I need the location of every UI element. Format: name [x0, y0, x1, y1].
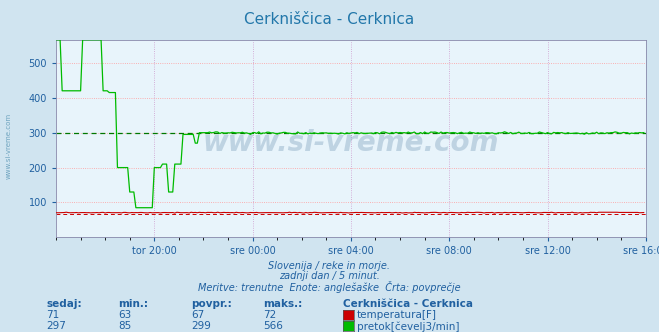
Text: 566: 566: [264, 321, 283, 331]
Text: 67: 67: [191, 310, 204, 320]
Text: min.:: min.:: [119, 299, 149, 309]
Text: sedaj:: sedaj:: [46, 299, 82, 309]
Text: www.si-vreme.com: www.si-vreme.com: [5, 113, 11, 179]
Text: 71: 71: [46, 310, 59, 320]
Text: Meritve: trenutne  Enote: anglešaške  Črta: povprečje: Meritve: trenutne Enote: anglešaške Črta…: [198, 281, 461, 292]
Text: 72: 72: [264, 310, 277, 320]
Text: Cerkniščica - Cerknica: Cerkniščica - Cerknica: [343, 299, 473, 309]
Text: zadnji dan / 5 minut.: zadnji dan / 5 minut.: [279, 271, 380, 281]
Text: temperatura[F]: temperatura[F]: [357, 310, 437, 320]
Text: Cerkniščica - Cerknica: Cerkniščica - Cerknica: [244, 12, 415, 27]
Text: www.si-vreme.com: www.si-vreme.com: [203, 128, 499, 157]
Text: 299: 299: [191, 321, 211, 331]
Text: maks.:: maks.:: [264, 299, 303, 309]
Text: pretok[čevelj3/min]: pretok[čevelj3/min]: [357, 321, 460, 332]
Text: Slovenija / reke in morje.: Slovenija / reke in morje.: [268, 261, 391, 271]
Text: povpr.:: povpr.:: [191, 299, 232, 309]
Text: 297: 297: [46, 321, 66, 331]
Text: 63: 63: [119, 310, 132, 320]
Text: 85: 85: [119, 321, 132, 331]
